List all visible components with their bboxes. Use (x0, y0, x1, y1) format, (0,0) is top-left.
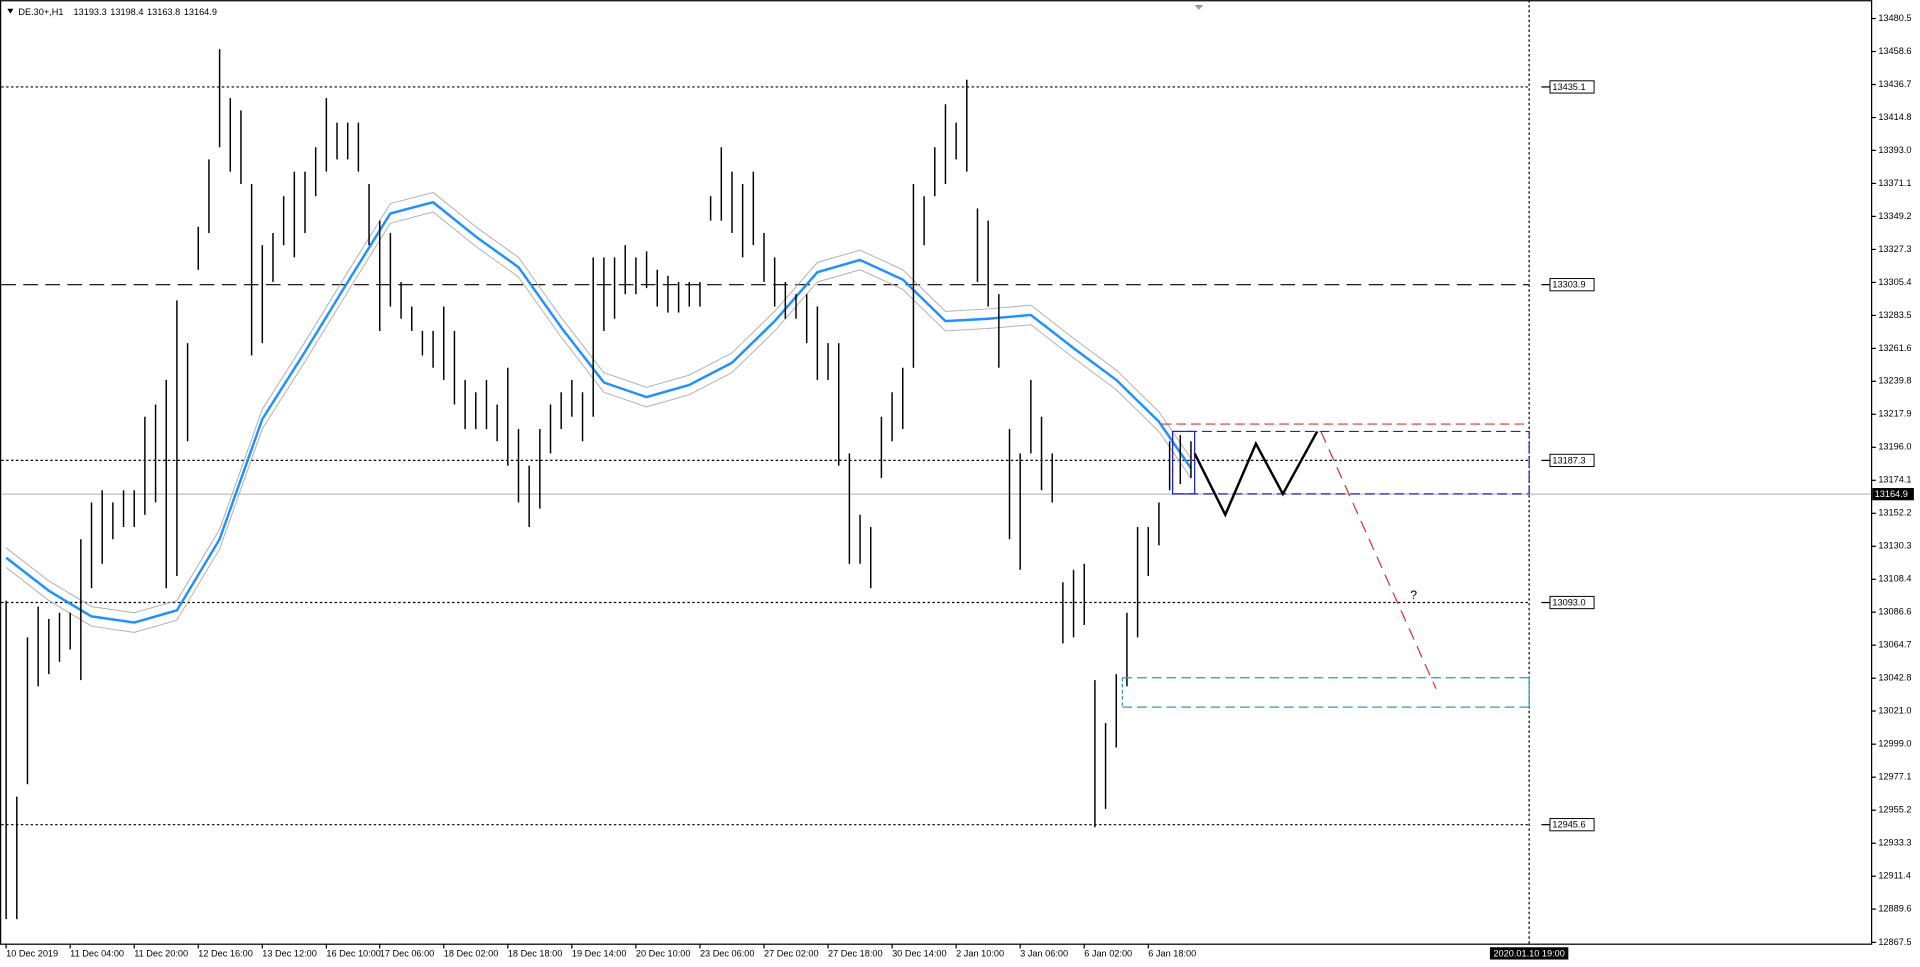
y-tick-label: 13283.5 (1878, 310, 1911, 320)
drawings: ? (1121, 423, 1530, 708)
last-price-box (1872, 488, 1914, 501)
cursor-time-box (1489, 947, 1569, 960)
level-label: 13093.0 (1552, 598, 1585, 608)
y-tick-label: 13108.4 (1878, 574, 1911, 584)
level-label-box (1549, 80, 1595, 94)
x-tick-label: 6 Jan 18:00 (1148, 948, 1196, 958)
x-tick-label: 2 Jan 10:00 (956, 948, 1004, 958)
y-tick-label: 13414.8 (1878, 112, 1911, 122)
high: 13198.4 (110, 7, 143, 17)
envelope-lower (5, 211, 1192, 633)
x-tick-label: 12 Dec 16:00 (198, 948, 253, 958)
shift-marker (1194, 5, 1204, 10)
x-tick-label: 11 Dec 20:00 (134, 948, 188, 958)
level-label: 13303.9 (1552, 280, 1585, 290)
level-label: 13435.1 (1552, 82, 1585, 92)
x-tick-label: 11 Dec 04:00 (70, 948, 124, 958)
y-tick-label: 12955.2 (1878, 805, 1911, 815)
range-box (1171, 430, 1530, 495)
plot-frame (0, 0, 1873, 945)
y-tick-label: 13371.1 (1878, 178, 1911, 188)
x-tick-label: 23 Dec 06:00 (700, 948, 755, 958)
y-tick-label: 12867.5 (1878, 937, 1911, 947)
x-tick-label: 27 Dec 18:00 (828, 948, 883, 958)
x-tick-label: 3 Jan 06:00 (1020, 948, 1068, 958)
x-tick-label: 30 Dec 14:00 (892, 948, 947, 958)
x-tick-label: 13 Dec 12:00 (262, 948, 317, 958)
menu-arrow[interactable] (7, 8, 14, 14)
symbol: DE.30+,H1 (18, 7, 63, 17)
x-tick-label: 17 Dec 06:00 (380, 948, 435, 958)
level-label-box (1549, 818, 1595, 832)
open: 13193.3 (74, 7, 107, 17)
level-label: 12945.6 (1552, 820, 1585, 830)
cursor-time: 2020.01.10 19:00 (1493, 948, 1564, 958)
y-tick-label: 13327.3 (1878, 244, 1911, 254)
y-tick-label: 13130.3 (1878, 541, 1911, 551)
y-tick-label: 13086.6 (1878, 607, 1911, 617)
y-tick-label: 13393.0 (1878, 145, 1911, 155)
x-tick-label: 6 Jan 02:00 (1084, 948, 1132, 958)
x-tick-label: 16 Dec 10:00 (326, 948, 381, 958)
header: DE.30+,H1 13193.3 13198.4 13163.8 13164.… (18, 7, 217, 17)
y-tick-label: 13217.9 (1878, 409, 1911, 419)
level-label-box (1549, 453, 1595, 468)
y-tick-label: 13261.6 (1878, 343, 1911, 353)
y-tick-label: 12999.0 (1878, 739, 1911, 749)
y-tick-label: 13042.8 (1878, 673, 1911, 683)
close: 13164.9 (184, 7, 217, 17)
y-tick-label: 13349.2 (1878, 211, 1911, 221)
x-tick-label: 20 Dec 10:00 (636, 948, 691, 958)
level-label: 13187.3 (1552, 455, 1585, 465)
range-box-start (1171, 430, 1196, 495)
y-tick-label: 13480.5 (1878, 13, 1911, 23)
y-tick-label: 12933.3 (1878, 838, 1911, 848)
x-tick-label: 27 Dec 02:00 (764, 948, 819, 958)
x-tick-label: 18 Dec 02:00 (444, 948, 499, 958)
y-tick-label: 13305.4 (1878, 277, 1911, 287)
last-price-label: 13164.9 (1875, 489, 1908, 499)
zigzag (1193, 430, 1319, 518)
y-tick-label: 13436.7 (1878, 79, 1911, 89)
envelope-upper (5, 191, 1192, 614)
y-tick-label: 12889.6 (1878, 903, 1911, 913)
moving-average (5, 201, 1192, 624)
y-tick-label: 13239.8 (1878, 376, 1911, 386)
low: 13163.8 (147, 7, 180, 17)
x-tick-label: 19 Dec 14:00 (572, 948, 627, 958)
y-tick-label: 12977.1 (1878, 772, 1911, 782)
x-tick-label: 10 Dec 2019 (6, 948, 58, 958)
x-tick-label: 18 Dec 18:00 (508, 948, 563, 958)
level-label-box (1549, 595, 1595, 610)
y-tick-label: 13064.7 (1878, 640, 1911, 650)
y-tick-label: 12911.4 (1878, 871, 1910, 881)
y-tick-label: 13196.0 (1878, 442, 1911, 452)
y-tick-label: 13174.1 (1878, 475, 1911, 485)
question-mark: ? (1410, 588, 1417, 602)
projection (1320, 431, 1437, 689)
level-label-box (1549, 278, 1595, 292)
y-tick-label: 13458.6 (1878, 46, 1911, 56)
y-tick-label: 13152.2 (1878, 508, 1911, 518)
y-tick-label: 13021.0 (1878, 705, 1911, 715)
